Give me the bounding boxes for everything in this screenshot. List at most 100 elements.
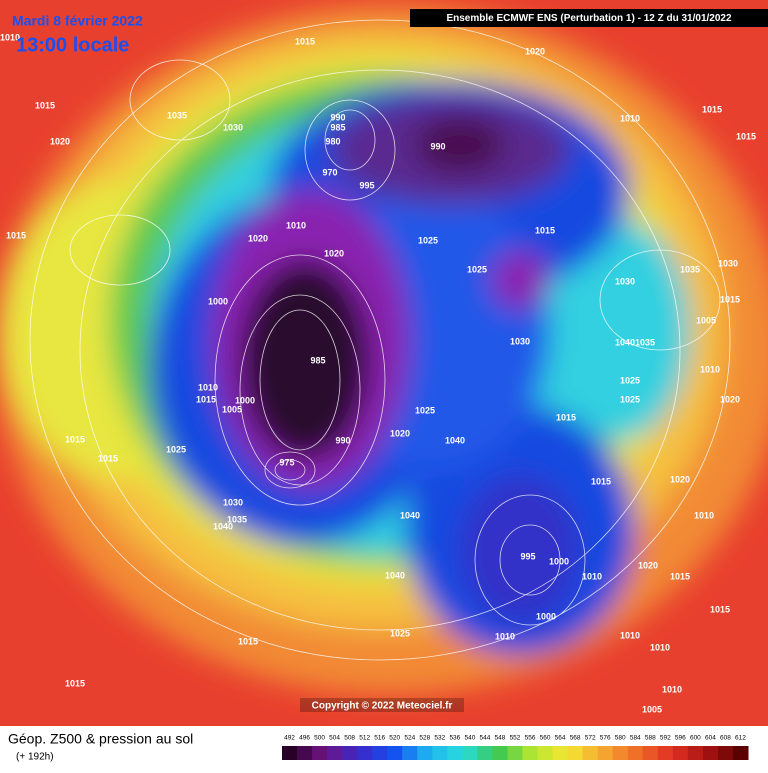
isobar-label: 1020 — [324, 248, 344, 258]
isobar-label: 1015 — [35, 100, 55, 110]
isobar-label: 1015 — [702, 104, 722, 114]
isobar-label: 1035 — [680, 264, 700, 274]
isobar-label: 1010 — [620, 113, 640, 123]
scale-label: 512 — [359, 735, 370, 742]
scale-label: 492 — [284, 735, 295, 742]
isobar-label: 1030 — [615, 276, 635, 286]
isobar-label: 995 — [359, 180, 374, 190]
isobar-label: 1000 — [235, 395, 255, 405]
scale-swatch — [327, 746, 343, 760]
isobar-label: 1025 — [620, 394, 640, 404]
isobar-label: 1010 — [0, 32, 20, 42]
isobar-label: 1025 — [620, 375, 640, 385]
isobar-label: 1020 — [670, 474, 690, 484]
scale-swatch — [612, 746, 629, 760]
isobar-label: 1035 — [227, 514, 247, 524]
scale-swatch — [282, 746, 298, 760]
scale-swatch — [582, 746, 599, 760]
scale-label: 596 — [675, 735, 686, 742]
isobar-label: 1025 — [166, 444, 186, 454]
isobar-label: 1000 — [549, 556, 569, 566]
isobar-label: 990 — [335, 435, 350, 445]
scale-swatch — [717, 746, 734, 760]
isobar-label: 1020 — [248, 233, 268, 243]
isobar-label: 980 — [325, 136, 340, 146]
isobar-label: 1010 — [620, 630, 640, 640]
scale-swatch — [312, 746, 328, 760]
isobar-label: 1000 — [536, 611, 556, 621]
isobar-label: 1010 — [286, 220, 306, 230]
isobar-label: 1030 — [223, 122, 243, 132]
isobar-label: 1035 — [635, 337, 655, 347]
scale-swatch — [342, 746, 358, 760]
scale-label: 504 — [329, 735, 340, 742]
isobar-label: 1030 — [718, 258, 738, 268]
scale-label: 568 — [570, 735, 581, 742]
isobar-label: 1020 — [390, 428, 410, 438]
isobar-label: 1005 — [696, 315, 716, 325]
isobar-label: 1005 — [222, 404, 242, 414]
scale-label: 584 — [630, 735, 641, 742]
scale-swatch — [417, 746, 433, 760]
isobar-label: 1035 — [167, 110, 187, 120]
scale-label: 536 — [449, 735, 460, 742]
scale-label: 532 — [434, 735, 445, 742]
isobar-label: 1040 — [615, 337, 635, 347]
isobar-label: 1020 — [638, 560, 658, 570]
scale-label: 572 — [585, 735, 596, 742]
scale-swatch — [642, 746, 659, 760]
isobar-label: 1010 — [662, 684, 682, 694]
isobar-label: 1015 — [6, 230, 26, 240]
date-label: Mardi 8 février 2022 — [12, 13, 143, 29]
isobar-label: 1025 — [418, 235, 438, 245]
isobar-label: 1015 — [670, 571, 690, 581]
scale-swatch — [402, 746, 418, 760]
product-label: Géop. Z500 & pression au sol — [8, 731, 193, 747]
model-banner — [410, 9, 768, 27]
isobar-label: 990 — [330, 112, 345, 122]
scale-swatch — [447, 746, 463, 760]
isobar-label: 1015 — [238, 636, 258, 646]
isobar-label: 1005 — [642, 704, 662, 714]
scale-label: 588 — [645, 735, 656, 742]
scale-swatch — [492, 746, 508, 760]
scale-label: 524 — [404, 735, 415, 742]
isobar-label: 1030 — [510, 336, 530, 346]
isobar-label: 1010 — [582, 571, 602, 581]
scale-label: 612 — [735, 735, 746, 742]
scale-swatch — [297, 746, 313, 760]
isobar-label: 1020 — [50, 136, 70, 146]
isobar-label: 1000 — [208, 296, 228, 306]
scale-swatch — [552, 746, 569, 760]
scale-label: 500 — [314, 735, 325, 742]
scale-label: 604 — [705, 735, 716, 742]
isobar-label: 1020 — [720, 394, 740, 404]
isobar-label: 1030 — [223, 497, 243, 507]
isobar-label: 1015 — [710, 604, 730, 614]
isobar-label: 1025 — [467, 264, 487, 274]
scale-label: 592 — [660, 735, 671, 742]
isobar-label: 1015 — [295, 36, 315, 46]
scale-swatch — [522, 746, 539, 760]
isobar-label: 995 — [520, 551, 535, 561]
lead-time: (+ 192h) — [16, 752, 54, 763]
copyright: Copyright © 2022 Meteociel.fr — [312, 701, 453, 712]
isobar-label: 1015 — [736, 131, 756, 141]
isobar-label: 1040 — [213, 521, 233, 531]
scale-swatch — [537, 746, 554, 760]
scale-swatch — [732, 746, 749, 760]
isobar-label: 1015 — [65, 678, 85, 688]
isobar-label: 985 — [330, 122, 345, 132]
scale-label: 552 — [510, 735, 521, 742]
isobar-label: 1010 — [650, 642, 670, 652]
isobar-label: 1010 — [694, 510, 714, 520]
isobar-label: 1015 — [98, 453, 118, 463]
scale-swatch — [567, 746, 584, 760]
scale-swatch — [357, 746, 373, 760]
scale-swatch — [462, 746, 478, 760]
isobar-label: 975 — [279, 457, 294, 467]
scale-swatch — [672, 746, 689, 760]
